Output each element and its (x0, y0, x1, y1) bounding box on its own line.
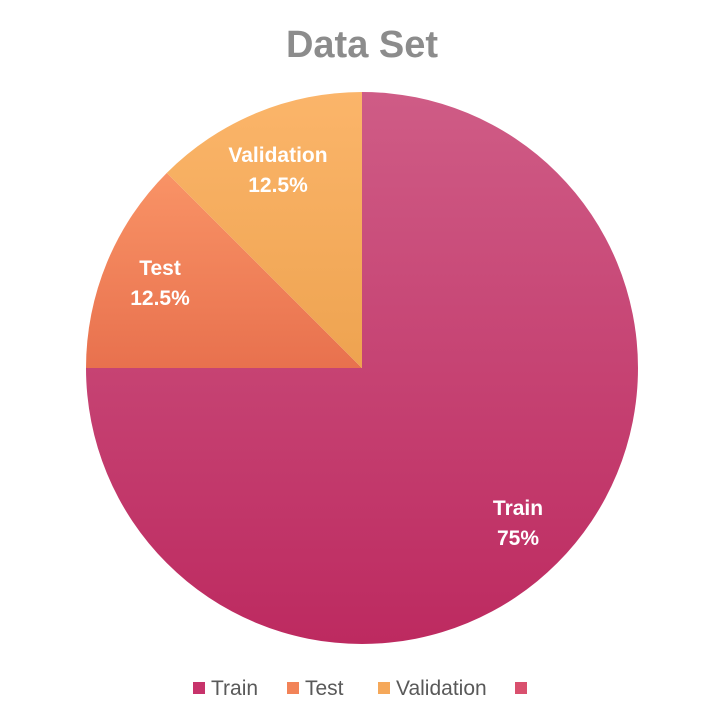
legend-swatch-validation (378, 682, 390, 694)
legend-swatch-test (287, 682, 299, 694)
legend-label-validation: Validation (396, 677, 487, 700)
slice-label-validation: Validation (228, 144, 327, 167)
legend-swatch-train (193, 682, 205, 694)
slice-label-train: Train (493, 497, 543, 520)
legend-label-test: Test (305, 677, 344, 700)
slice-value-train: 75% (497, 527, 539, 550)
slice-label-test: Test (139, 257, 181, 280)
slice-value-validation: 12.5% (248, 174, 308, 197)
pie-slice-validation (166, 92, 362, 368)
legend: Train Test Validation (193, 677, 527, 700)
slice-labels: Train 75% Test 12.5% Validation 12.5% (130, 144, 543, 550)
slice-value-test: 12.5% (130, 287, 190, 310)
chart-title: Data Set (286, 24, 438, 66)
legend-label-train: Train (211, 677, 258, 700)
pie-slices (86, 92, 638, 644)
pie-slice-test (86, 172, 362, 368)
legend-swatch-blank (515, 682, 527, 694)
